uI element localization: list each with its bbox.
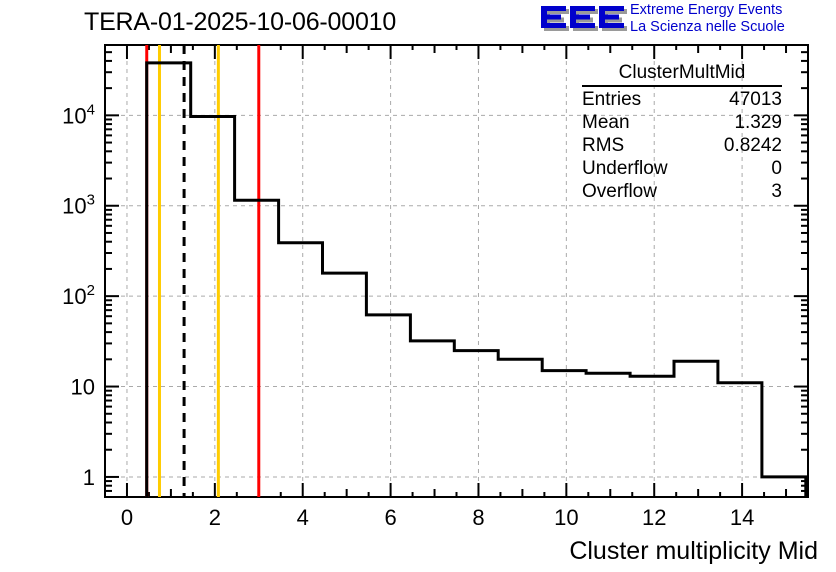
stats-title: ClusterMultMid bbox=[582, 62, 782, 87]
histogram-steps bbox=[145, 61, 808, 497]
stats-row: Entries 47013 bbox=[582, 88, 782, 111]
x-axis-title: Cluster multiplicity Mid bbox=[569, 537, 818, 565]
eee-logo-text: Extreme Energy Events La Scienza nelle S… bbox=[630, 2, 830, 36]
y-tick-label: 102 bbox=[62, 282, 95, 309]
stats-row-key: Mean bbox=[582, 112, 630, 133]
stats-row-key: RMS bbox=[582, 135, 625, 156]
x-tick-label: 10 bbox=[554, 505, 578, 530]
eee-logo: Extreme Energy Events La Scienza nelle S… bbox=[540, 2, 830, 38]
axis-ticks bbox=[104, 44, 809, 497]
stats-row-value: 1.329 bbox=[734, 112, 782, 133]
stats-box: ClusterMultMid Entries 47013 Mean 1.329 RMS 0… bbox=[582, 62, 782, 203]
stats-row-value: 3 bbox=[771, 181, 782, 202]
x-tick-label: 2 bbox=[209, 505, 221, 530]
stats-rows: Entries 47013 Mean 1.329 RMS 0.8242 Underflow 0… bbox=[582, 88, 782, 203]
stats-row: Mean 1.329 bbox=[582, 111, 782, 134]
x-tick-label: 6 bbox=[384, 505, 396, 530]
stats-row: RMS 0.8242 bbox=[582, 134, 782, 157]
grid-lines bbox=[105, 45, 808, 497]
stats-row-key: Entries bbox=[582, 89, 642, 110]
axis-tick-labels: 0 2 4 6 8 10 12 14 1 10 102 103 104 bbox=[62, 101, 754, 530]
stats-row-key: Underflow bbox=[582, 158, 668, 179]
x-tick-label: 12 bbox=[642, 505, 666, 530]
x-tick-label: 0 bbox=[121, 505, 133, 530]
stats-row-value: 0.8242 bbox=[723, 135, 782, 156]
stats-row: Overflow 3 bbox=[582, 180, 782, 203]
eee-logo-mark bbox=[541, 6, 627, 31]
x-tick-label: 8 bbox=[472, 505, 484, 530]
y-tick-label: 10 bbox=[71, 375, 95, 400]
y-tick-label: 1 bbox=[83, 465, 95, 490]
marker-lines bbox=[145, 45, 261, 497]
x-tick-label: 4 bbox=[297, 505, 309, 530]
page-title: TERA-01-2025-10-06-00010 bbox=[84, 8, 397, 36]
y-tick-label: 103 bbox=[62, 192, 95, 219]
y-tick-label: 104 bbox=[62, 101, 95, 128]
stats-row: Underflow 0 bbox=[582, 157, 782, 180]
stats-row-value: 0 bbox=[771, 158, 782, 179]
stats-row-key: Overflow bbox=[582, 181, 657, 202]
stats-row-value: 47013 bbox=[729, 89, 782, 110]
eee-logo-line1: Extreme Energy Events bbox=[630, 2, 783, 18]
x-tick-label: 14 bbox=[730, 505, 754, 530]
eee-logo-line2: La Scienza nelle Scuole bbox=[630, 19, 785, 35]
histogram-outline bbox=[145, 61, 808, 497]
